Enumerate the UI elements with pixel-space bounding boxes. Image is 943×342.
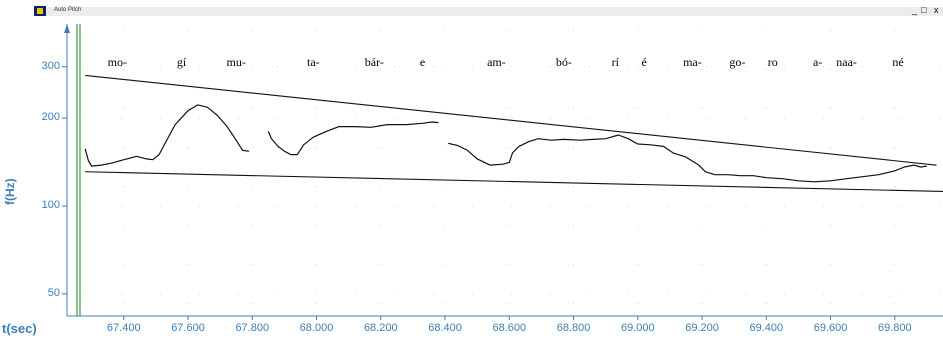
x-tick-label: 69.800	[877, 322, 912, 334]
x-tick-label: 67.800	[235, 322, 270, 334]
topline-line	[85, 74, 937, 166]
x-tick-label: 68.600	[492, 322, 527, 334]
maximize-button[interactable]: □	[921, 5, 927, 15]
x-tick-marks	[123, 316, 896, 320]
grid	[82, 30, 943, 316]
syllable-label: naa-	[836, 55, 857, 69]
syllable-label: gí	[176, 55, 187, 69]
x-tick-label: 69.000	[620, 322, 655, 334]
title-bar[interactable]	[34, 7, 943, 16]
plot-area	[80, 24, 943, 312]
syllable-label: go-	[729, 55, 746, 69]
y-tick-label: 300	[41, 59, 60, 72]
y-tick-label: 200	[41, 111, 60, 124]
syllable-label: mu-	[226, 55, 246, 69]
syllable-label: rí	[611, 55, 619, 69]
pitch-contour-segment	[84, 104, 250, 167]
y-tick-label: 50	[47, 286, 60, 299]
syllable-label: am-	[487, 55, 506, 69]
x-tick-label: 69.400	[749, 322, 784, 334]
minimize-button[interactable]: _	[912, 5, 918, 15]
x-axis-label: t(sec)	[2, 321, 37, 336]
x-tick-label: 68.800	[556, 322, 591, 334]
syllable-label: mo-	[107, 55, 127, 69]
syllable-label: é	[641, 55, 647, 69]
x-tick-label: 67.600	[171, 322, 205, 334]
x-tick-label: 69.200	[685, 322, 719, 334]
pitch-contour-segment	[267, 121, 439, 156]
series-lines	[84, 74, 943, 193]
close-button[interactable]: x	[934, 5, 939, 15]
x-tick-label: 69.600	[813, 322, 848, 334]
syllable-label: ro	[767, 55, 778, 69]
syllable-label: bó-	[555, 55, 572, 69]
app-icon	[34, 6, 46, 16]
x-tick-label: 68.200	[363, 322, 398, 334]
y-axis-arrow-icon	[64, 24, 70, 33]
window-title: Auto Pitch	[54, 7, 82, 13]
syllable-label: bár-	[364, 55, 384, 69]
syllable-label: né	[892, 55, 904, 69]
x-tick-label: 67.400	[106, 322, 141, 334]
syllable-label: ma-	[683, 55, 702, 69]
pitch-contour-segment	[448, 134, 927, 183]
syllable-label: e	[419, 55, 426, 69]
syllable-label: ta-	[306, 55, 320, 69]
baseline-line	[85, 171, 943, 193]
y-tick-marks	[62, 66, 67, 295]
y-tick-label: 100	[41, 198, 60, 211]
x-tick-label: 68.400	[428, 322, 462, 334]
x-tick-label: 68.000	[299, 322, 334, 334]
syllable-label: a-	[813, 55, 823, 69]
